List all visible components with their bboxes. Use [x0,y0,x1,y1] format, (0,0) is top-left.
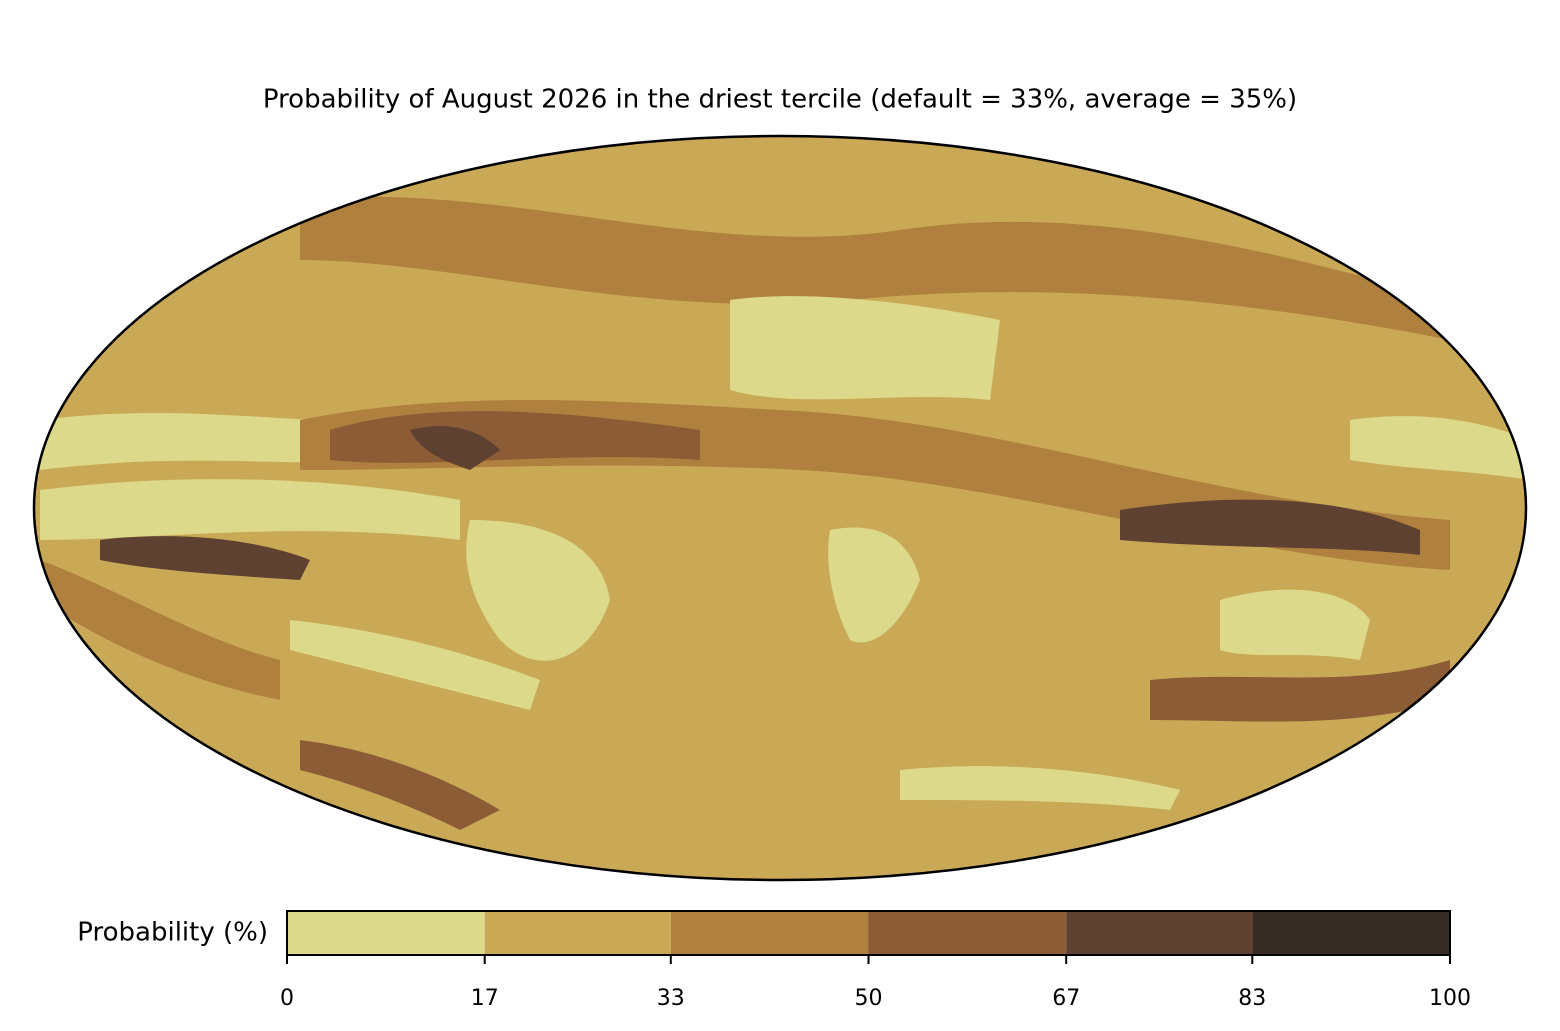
map-field [34,136,1526,880]
colorbar-tick-label: 83 [1238,986,1266,1011]
colorbar-tick-label: 33 [657,986,685,1011]
map-frame [32,134,1528,882]
colorbar-tick-label: 17 [471,986,499,1011]
colorbar: 0 17 33 50 67 83 100 [280,910,1471,1011]
colorbar-segment [670,911,869,955]
colorbar-tick-label: 0 [280,986,294,1011]
colorbar-tick-label: 100 [1429,986,1471,1011]
colorbar-segment [287,911,485,955]
colorbar-segment [868,911,1067,955]
colorbar-segment [1252,911,1450,955]
colorbar-segment [1066,911,1253,955]
map-title: Probability of August 2026 in the driest… [263,85,1297,115]
colorbar-segment [484,911,671,955]
colorbar-tick-label: 50 [855,986,883,1011]
colorbar-tick-label: 67 [1052,986,1080,1011]
colorbar-label: Probability (%) [77,918,268,948]
